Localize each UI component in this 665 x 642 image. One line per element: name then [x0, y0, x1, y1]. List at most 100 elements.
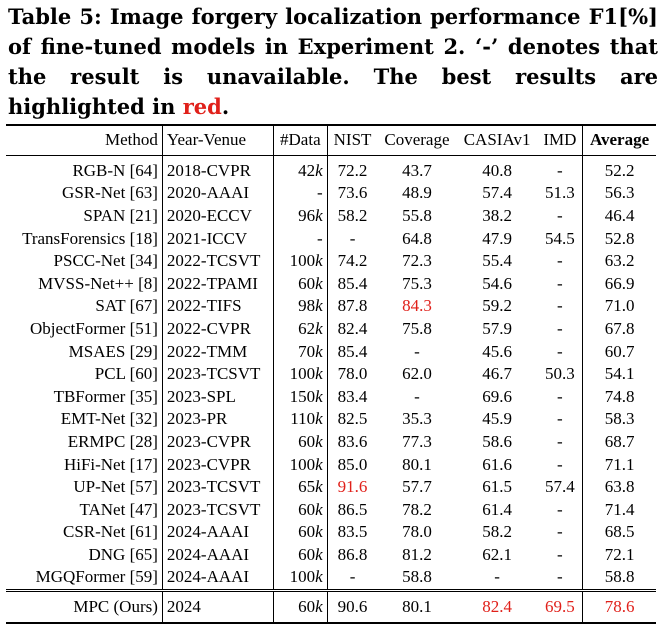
cell-average: 66.9 — [582, 272, 656, 296]
cell-year-venue: 2024-AAAI — [161, 543, 274, 567]
cell-method: SPAN [21] — [83, 205, 158, 225]
cell-coverage: 57.7 — [402, 477, 432, 497]
table-row: TBFormer [35] 2023-SPL 150k 83.4-69.6-74.8 — [6, 385, 656, 409]
cell-coverage: 77.3 — [402, 431, 432, 451]
cell-imd: - — [557, 544, 563, 564]
cell-data: 60k — [272, 588, 328, 624]
cell-average: 63.2 — [582, 249, 656, 273]
cell-coverage: 80.1 — [402, 454, 432, 474]
cell-data: 100k — [272, 249, 328, 273]
cell-data: 110k — [272, 408, 328, 431]
cell-method: TANet [47] — [79, 499, 158, 519]
cell-coverage: 81.2 — [402, 544, 432, 564]
header-nist: NIST — [326, 125, 378, 156]
cell-coverage: 55.8 — [402, 205, 432, 225]
cell-imd: - — [557, 567, 563, 587]
cell-casiav1: 40.8 — [482, 160, 512, 180]
cell-average: 52.8 — [582, 227, 656, 250]
cell-casiav1: 57.9 — [482, 318, 512, 338]
results-table: Method Year-Venue #Data NIST Coverage CA… — [6, 124, 656, 624]
cell-method: CSR-Net [61] — [62, 522, 158, 542]
table-row: PSCC-Net [34] 2022-TCSVT 100k 74.2 72.3 55.4 -… — [6, 249, 656, 273]
table-row: DNG [65] 2024-AAAI 60k 86.8 81.2 62.1 -72.1 — [6, 543, 656, 567]
cell-average: 72.1 — [582, 543, 656, 567]
table-row: MGQFormer [59] 2024-AAAI 100k -58.8- -58.8 — [6, 566, 656, 591]
header-method: Method — [6, 125, 163, 156]
cell-average: 56.3 — [582, 182, 656, 205]
cell-casiav1: 38.2 — [482, 205, 512, 225]
cell-nist: 82.5 — [326, 408, 378, 431]
cell-average: 71.0 — [582, 295, 656, 318]
cell-year-venue: 2020-AAAI — [161, 182, 274, 205]
cell-coverage: 62.0 — [402, 364, 432, 384]
cell-nist: 86.5 — [326, 498, 378, 521]
cell-data: 100k — [272, 453, 328, 476]
cell-year-venue: 2023-TCSVT — [161, 498, 274, 521]
cell-average: 54.1 — [582, 362, 656, 386]
cell-imd: - — [557, 522, 563, 542]
cell-coverage: 84.3 — [402, 296, 432, 316]
table-row: PCL [60] 2023-TCSVT 100k 78.0 62.0 46.7 50.3 54… — [6, 362, 656, 386]
cell-method: HiFi-Net [17] — [63, 454, 158, 474]
cell-casiav1: 58.6 — [482, 431, 512, 451]
cell-coverage: 35.3 — [402, 409, 432, 429]
cell-imd: - — [557, 499, 563, 519]
cell-imd: - — [557, 318, 563, 338]
cell-imd: 54.5 — [544, 228, 575, 248]
cell-method: PSCC-Net [34] — [53, 251, 158, 271]
cell-year-venue: 2022-TCSVT — [161, 249, 274, 273]
cell-nist: 82.4 — [326, 317, 378, 341]
cell-data: 65k — [272, 475, 328, 499]
table-row: GSR-Net [63] 2020-AAAI -73.6 48.9 57.4 51.3 56… — [6, 182, 656, 205]
cell-method: UP-Net [57] — [73, 477, 158, 497]
cell-year-venue: 2022-TIFS — [161, 295, 274, 318]
cell-average: 63.8 — [582, 475, 656, 499]
cell-imd: 50.3 — [544, 364, 575, 384]
caption-text: Table 5: Image forgery localization perf… — [8, 4, 658, 119]
cell-nist: 72.2 — [326, 155, 378, 183]
cell-data: 60k — [272, 272, 328, 296]
cell-method: TransForensics [18] — [22, 228, 158, 248]
cell-coverage: 78.2 — [402, 499, 432, 519]
cell-average: 71.1 — [582, 453, 656, 476]
table-row: TransForensics [18] 2021-ICCV - -64.8 47.9 54… — [6, 227, 656, 250]
cell-nist: 83.5 — [326, 521, 378, 544]
cell-casiav1: 47.9 — [482, 228, 512, 248]
cell-data: 60k — [272, 521, 328, 544]
cell-casiav1: 45.6 — [482, 341, 512, 361]
header-coverage: Coverage — [377, 125, 457, 156]
cell-casiav1: 45.9 — [482, 409, 512, 429]
header-average: Average — [582, 125, 656, 156]
cell-average: 71.4 — [582, 498, 656, 521]
cell-imd: - — [557, 454, 563, 474]
cell-nist: 86.8 — [326, 543, 378, 567]
table-row: HiFi-Net [17] 2023-CVPR 100k 85.0 80.1 61.6 -7… — [6, 453, 656, 476]
table-row: SAT [67] 2022-TIFS 98k 87.8 84.3 59.2 -71.0 — [6, 295, 656, 318]
table-row: CSR-Net [61] 2024-AAAI 60k 83.5 78.0 58.2 -68.… — [6, 521, 656, 544]
table-row: EMT-Net [32] 2023-PR 110k 82.5 35.3 45.9 -58.3 — [6, 408, 656, 431]
cell-year-venue: 2023-CVPR — [161, 430, 274, 454]
cell-nist: 85.4 — [326, 340, 378, 363]
cell-nist: 90.6 — [326, 588, 378, 624]
cell-year-venue: 2022-TPAMI — [161, 272, 274, 296]
table-caption: Table 5: Image forgery localization perf… — [8, 2, 658, 122]
cell-nist: 85.4 — [326, 272, 378, 296]
cell-method: SAT [67] — [95, 296, 158, 316]
cell-imd: - — [557, 205, 563, 225]
header-casiav1: CASIAv1 — [456, 125, 538, 156]
cell-casiav1: 61.4 — [482, 499, 512, 519]
cell-data: 98k — [272, 295, 328, 318]
cell-casiav1: 55.4 — [482, 251, 512, 271]
cell-imd: - — [557, 296, 563, 316]
cell-year-venue: 2022-CVPR — [161, 317, 274, 341]
cell-method: RGB-N [64] — [72, 160, 158, 180]
table-row: MSAES [29] 2022-TMM 70k 85.4-45.6-60.7 — [6, 340, 656, 363]
cell-casiav1: 61.6 — [482, 454, 512, 474]
cell-method: DNG [65] — [88, 544, 158, 564]
cell-data: 62k — [272, 317, 328, 341]
cell-coverage: - — [414, 341, 420, 361]
cell-casiav1: 82.4 — [456, 588, 538, 624]
table-body: RGB-N [64] 2018-CVPR 42k 72.2 43.7 40.8-52.2 G… — [6, 155, 656, 624]
cell-imd: - — [557, 431, 563, 451]
cell-average: 68.5 — [582, 521, 656, 544]
